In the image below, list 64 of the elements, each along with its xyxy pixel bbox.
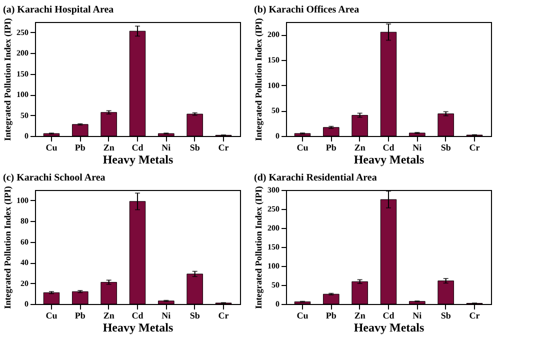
y-tick-label: 200 bbox=[268, 30, 280, 40]
y-tick-label: 100 bbox=[16, 90, 28, 100]
y-tick-label: 200 bbox=[268, 224, 280, 232]
x-tick-label: Cu bbox=[296, 142, 308, 152]
y-axis-title: Integrated Pollution Index (IPI) bbox=[2, 18, 12, 141]
y-tick-label: 40 bbox=[20, 258, 28, 268]
y-tick-label: 20 bbox=[20, 278, 28, 288]
y-tick-label: 200 bbox=[16, 48, 28, 58]
y-axis-title: Integrated Pollution Index (IPI) bbox=[254, 18, 264, 141]
x-tick-label: Ni bbox=[412, 142, 422, 152]
x-tick-label: Cr bbox=[218, 310, 229, 320]
x-axis-title: Heavy Metals bbox=[102, 152, 174, 166]
x-tick-label: Pb bbox=[326, 142, 336, 152]
y-tick-label: 250 bbox=[268, 204, 280, 214]
y-tick-label: 50 bbox=[272, 106, 280, 116]
x-tick-label: Cd bbox=[132, 142, 144, 152]
x-tick-label: Zn bbox=[354, 142, 366, 152]
x-tick-label: Sb bbox=[440, 310, 451, 320]
x-tick-label: Sb bbox=[440, 142, 451, 152]
x-axis-title: Heavy Metals bbox=[354, 152, 424, 166]
x-tick-label: Cu bbox=[46, 142, 58, 152]
y-tick-label: 0 bbox=[276, 300, 280, 308]
chart-title: (b) Karachi Offices Area bbox=[254, 4, 360, 16]
x-tick-label: Cu bbox=[296, 310, 308, 320]
x-tick-label: Ni bbox=[162, 310, 172, 320]
x-tick-label: Pb bbox=[74, 142, 86, 152]
y-tick-label: 150 bbox=[268, 56, 280, 64]
y-axis-title: Integrated Pollution Index (IPI) bbox=[254, 186, 264, 309]
chart-title: (d) Karachi Residential Area bbox=[254, 172, 377, 184]
y-tick-label: 80 bbox=[20, 216, 28, 226]
y-tick-label: 50 bbox=[20, 110, 28, 120]
x-axis-title: Heavy Metals bbox=[354, 320, 424, 334]
x-tick-label: Cr bbox=[218, 142, 229, 152]
x-tick-label: Zn bbox=[354, 310, 366, 320]
x-tick-label: Cu bbox=[46, 310, 58, 320]
x-tick-label: Cd bbox=[132, 310, 144, 320]
y-axis-title: Integrated Pollution Index (IPI) bbox=[2, 186, 12, 309]
x-tick-label: Ni bbox=[412, 310, 422, 320]
x-tick-label: Sb bbox=[190, 310, 200, 320]
x-axis-title: Heavy Metals bbox=[102, 320, 174, 334]
x-tick-label: Cd bbox=[382, 142, 394, 152]
y-tick-label: 100 bbox=[268, 262, 280, 270]
y-tick-label: 0 bbox=[24, 300, 28, 308]
y-tick-label: 150 bbox=[16, 69, 28, 78]
x-tick-label: Sb bbox=[190, 142, 200, 152]
y-tick-label: 50 bbox=[272, 280, 280, 290]
y-tick-label: 100 bbox=[16, 196, 28, 205]
x-tick-label: Pb bbox=[74, 310, 86, 320]
y-tick-label: 0 bbox=[24, 132, 28, 140]
y-tick-label: 250 bbox=[16, 28, 28, 37]
x-tick-label: Cd bbox=[382, 310, 394, 320]
y-tick-label: 60 bbox=[20, 237, 28, 246]
y-tick-label: 150 bbox=[268, 242, 280, 252]
x-tick-label: Cr bbox=[469, 310, 480, 320]
chart-title: (a) Karachi Hospital Area bbox=[3, 4, 114, 16]
x-tick-label: Zn bbox=[103, 142, 114, 152]
chart-title: (c) Karachi School Area bbox=[3, 172, 106, 184]
x-tick-label: Ni bbox=[162, 142, 172, 152]
x-tick-label: Zn bbox=[103, 310, 114, 320]
x-tick-label: Cr bbox=[469, 142, 480, 152]
y-tick-label: 100 bbox=[268, 80, 280, 90]
x-tick-label: Pb bbox=[326, 310, 336, 320]
y-tick-label: 0 bbox=[276, 132, 280, 140]
y-tick-label: 300 bbox=[268, 186, 280, 194]
